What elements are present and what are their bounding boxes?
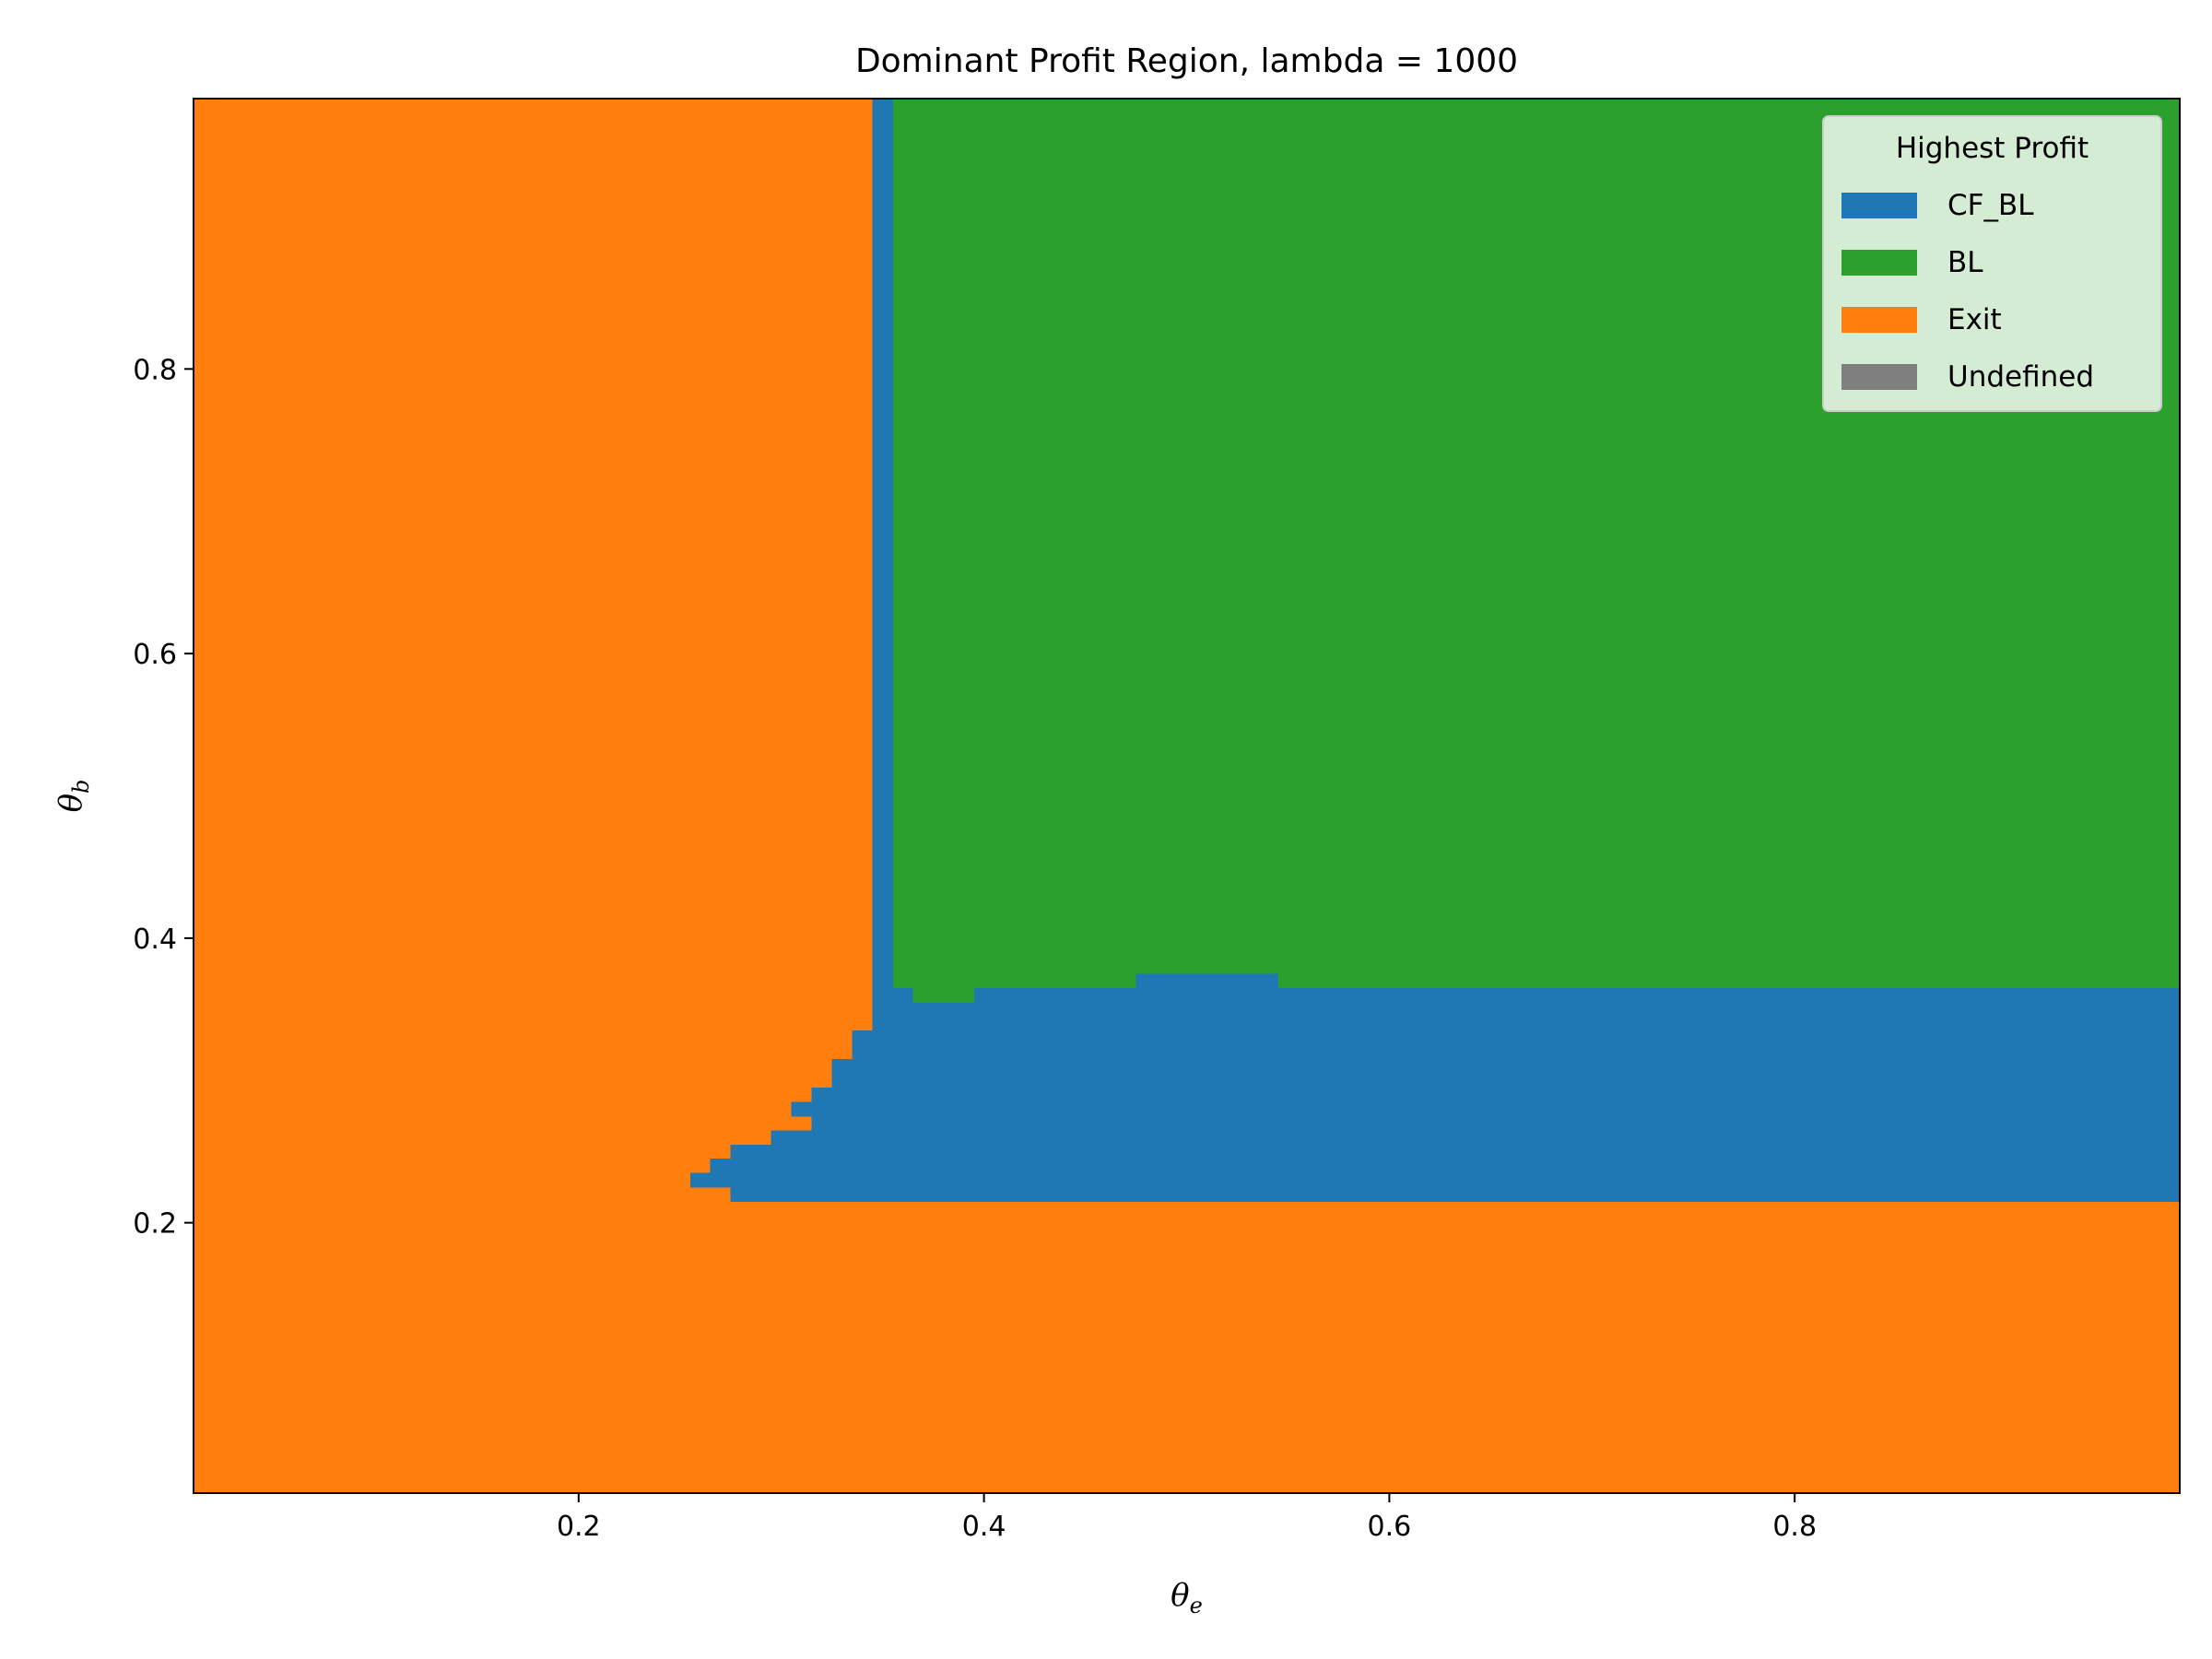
region-cf_bl-13: [973, 987, 2181, 1003]
legend-swatch-bl: [1841, 250, 1917, 276]
x-axis-label-sub: e: [1190, 1593, 1203, 1618]
legend-label-cf_bl: CF_BL: [1947, 189, 2034, 222]
y-tick-label: 0.6: [133, 639, 177, 671]
region-bl-14: [912, 987, 975, 1003]
legend-label-undefined: Undefined: [1947, 360, 2094, 394]
y-axis-ticks: 0.2 0.4 0.6 0.8: [133, 354, 194, 1241]
region-cf_bl-4: [710, 1159, 732, 1174]
chart-title: Dominant Profit Region, lambda = 1000: [855, 42, 1518, 80]
legend-title: Highest Profit: [1896, 132, 2088, 165]
region-cf_bl-5: [771, 1130, 2181, 1146]
legend-entries: CF_BL BL Exit Undefined: [1841, 189, 2094, 394]
x-tick-label: 0.6: [1368, 1511, 1412, 1543]
region-cf_bl-2: [730, 1144, 2181, 1203]
x-axis-label: θe: [1171, 1577, 1203, 1618]
y-tick-label: 0.8: [133, 354, 177, 386]
region-cf_bl-3: [689, 1172, 732, 1188]
region-cf_bl-11: [872, 1002, 2181, 1031]
legend-swatch-exit: [1841, 307, 1917, 333]
region-cf_bl-7: [791, 1101, 813, 1117]
region-cf_bl-12: [892, 987, 914, 1003]
region-cf_bl-6: [811, 1101, 2181, 1131]
y-axis-label-main: θ: [53, 794, 89, 812]
legend-box: [1822, 115, 2162, 412]
legend-label-bl: BL: [1947, 246, 1983, 279]
region-cf_bl-10: [852, 1030, 2181, 1060]
region-cf_bl-8: [811, 1087, 2181, 1102]
region-cf_bl-1: [872, 99, 894, 1031]
region-cf_bl-15: [1135, 973, 1278, 989]
plot-frame: [193, 98, 2181, 1494]
x-tick-label: 0.2: [557, 1511, 601, 1543]
legend-label-exit: Exit: [1947, 303, 2002, 336]
x-axis-label-main: θ: [1171, 1577, 1189, 1614]
y-tick-label: 0.4: [133, 924, 177, 956]
region-cf_bl-9: [831, 1059, 2181, 1088]
legend: Highest Profit CF_BL BL Exit Undefined: [1822, 115, 2162, 412]
y-axis-label-sub: b: [68, 780, 94, 794]
y-axis-label: θb: [53, 780, 94, 813]
y-tick-label: 0.2: [133, 1208, 177, 1241]
x-axis-ticks: 0.2 0.4 0.6 0.8: [557, 1493, 1817, 1543]
legend-swatch-cf_bl: [1841, 193, 1917, 218]
x-tick-label: 0.4: [962, 1511, 1006, 1543]
legend-swatch-undefined: [1841, 364, 1917, 390]
x-tick-label: 0.8: [1772, 1511, 1817, 1543]
